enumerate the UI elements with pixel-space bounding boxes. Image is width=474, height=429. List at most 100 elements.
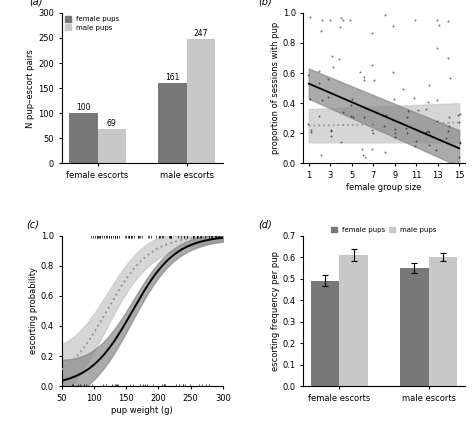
Y-axis label: escorting probability: escorting probability [29, 267, 38, 354]
Point [389, 23, 396, 30]
Point [318, 16, 326, 23]
Point [425, 142, 432, 148]
Bar [428, 257, 457, 386]
Point [328, 52, 336, 59]
Y-axis label: escorting frequency per pup: escorting frequency per pup [271, 251, 280, 371]
Point [329, 64, 337, 71]
Point [339, 108, 346, 115]
Point [433, 117, 441, 124]
Point [425, 81, 433, 88]
Point [360, 77, 368, 84]
Point [368, 146, 376, 153]
Point [317, 152, 325, 159]
Point [318, 97, 326, 104]
Point [347, 112, 355, 119]
Text: (b): (b) [258, 0, 272, 7]
Point [327, 128, 335, 135]
Point [426, 129, 433, 136]
Point [337, 15, 345, 22]
Point [410, 94, 418, 101]
Point [424, 99, 432, 106]
Point [348, 95, 356, 102]
Point [400, 86, 407, 93]
Point [360, 74, 368, 81]
Point [433, 16, 441, 23]
Y-axis label: proportion of sessions with pup: proportion of sessions with pup [271, 22, 280, 154]
Point [403, 113, 410, 120]
Bar [400, 268, 428, 386]
Point [445, 127, 452, 134]
Bar [98, 129, 126, 163]
Point [336, 24, 344, 30]
Legend: female pups, male pups: female pups, male pups [331, 227, 437, 233]
Point [368, 127, 376, 133]
Point [456, 140, 464, 147]
Point [368, 62, 376, 69]
Point [391, 129, 399, 136]
Point [324, 94, 331, 101]
Point [435, 21, 443, 28]
Point [356, 69, 364, 76]
Point [423, 128, 430, 135]
Point [316, 112, 323, 119]
Point [456, 111, 464, 118]
Point [315, 68, 322, 75]
Point [328, 133, 335, 140]
Point [414, 107, 422, 114]
Point [369, 129, 376, 136]
Bar [310, 281, 339, 386]
Point [433, 45, 441, 52]
Point [368, 30, 376, 36]
Point [327, 126, 335, 133]
Point [422, 106, 429, 113]
Point [433, 96, 441, 103]
Point [339, 16, 347, 23]
Point [381, 148, 389, 155]
Text: 247: 247 [194, 30, 209, 39]
Text: (a): (a) [29, 0, 43, 7]
Point [392, 126, 399, 133]
Point [432, 147, 440, 154]
X-axis label: female group size: female group size [346, 183, 422, 192]
Text: 69: 69 [107, 119, 117, 128]
Point [389, 69, 397, 76]
Text: (d): (d) [258, 220, 272, 230]
Point [325, 75, 332, 82]
Point [444, 18, 452, 25]
Point [370, 76, 377, 83]
Point [455, 153, 463, 160]
Point [361, 105, 368, 112]
Point [411, 17, 419, 24]
Point [412, 137, 420, 144]
Point [411, 142, 419, 149]
Point [347, 101, 355, 108]
Point [442, 135, 450, 142]
Point [307, 95, 314, 102]
Point [381, 12, 388, 18]
Point [456, 119, 463, 126]
Point [456, 139, 464, 145]
Text: (c): (c) [26, 220, 39, 230]
Point [337, 139, 344, 145]
Point [389, 116, 397, 123]
Text: 161: 161 [165, 73, 180, 82]
Point [306, 13, 314, 20]
Point [346, 17, 354, 24]
Point [304, 71, 312, 78]
Point [349, 113, 357, 120]
Point [447, 75, 454, 82]
Point [403, 129, 411, 136]
Point [307, 127, 314, 133]
Point [404, 107, 412, 114]
Point [336, 56, 343, 63]
Point [304, 121, 311, 128]
Y-axis label: N pup–escort pairs: N pup–escort pairs [27, 48, 36, 127]
Point [390, 95, 398, 102]
Point [392, 134, 399, 141]
Point [307, 128, 315, 135]
Text: 100: 100 [76, 103, 91, 112]
Point [455, 111, 462, 118]
Point [402, 125, 410, 132]
Point [424, 127, 432, 134]
Point [382, 112, 390, 118]
